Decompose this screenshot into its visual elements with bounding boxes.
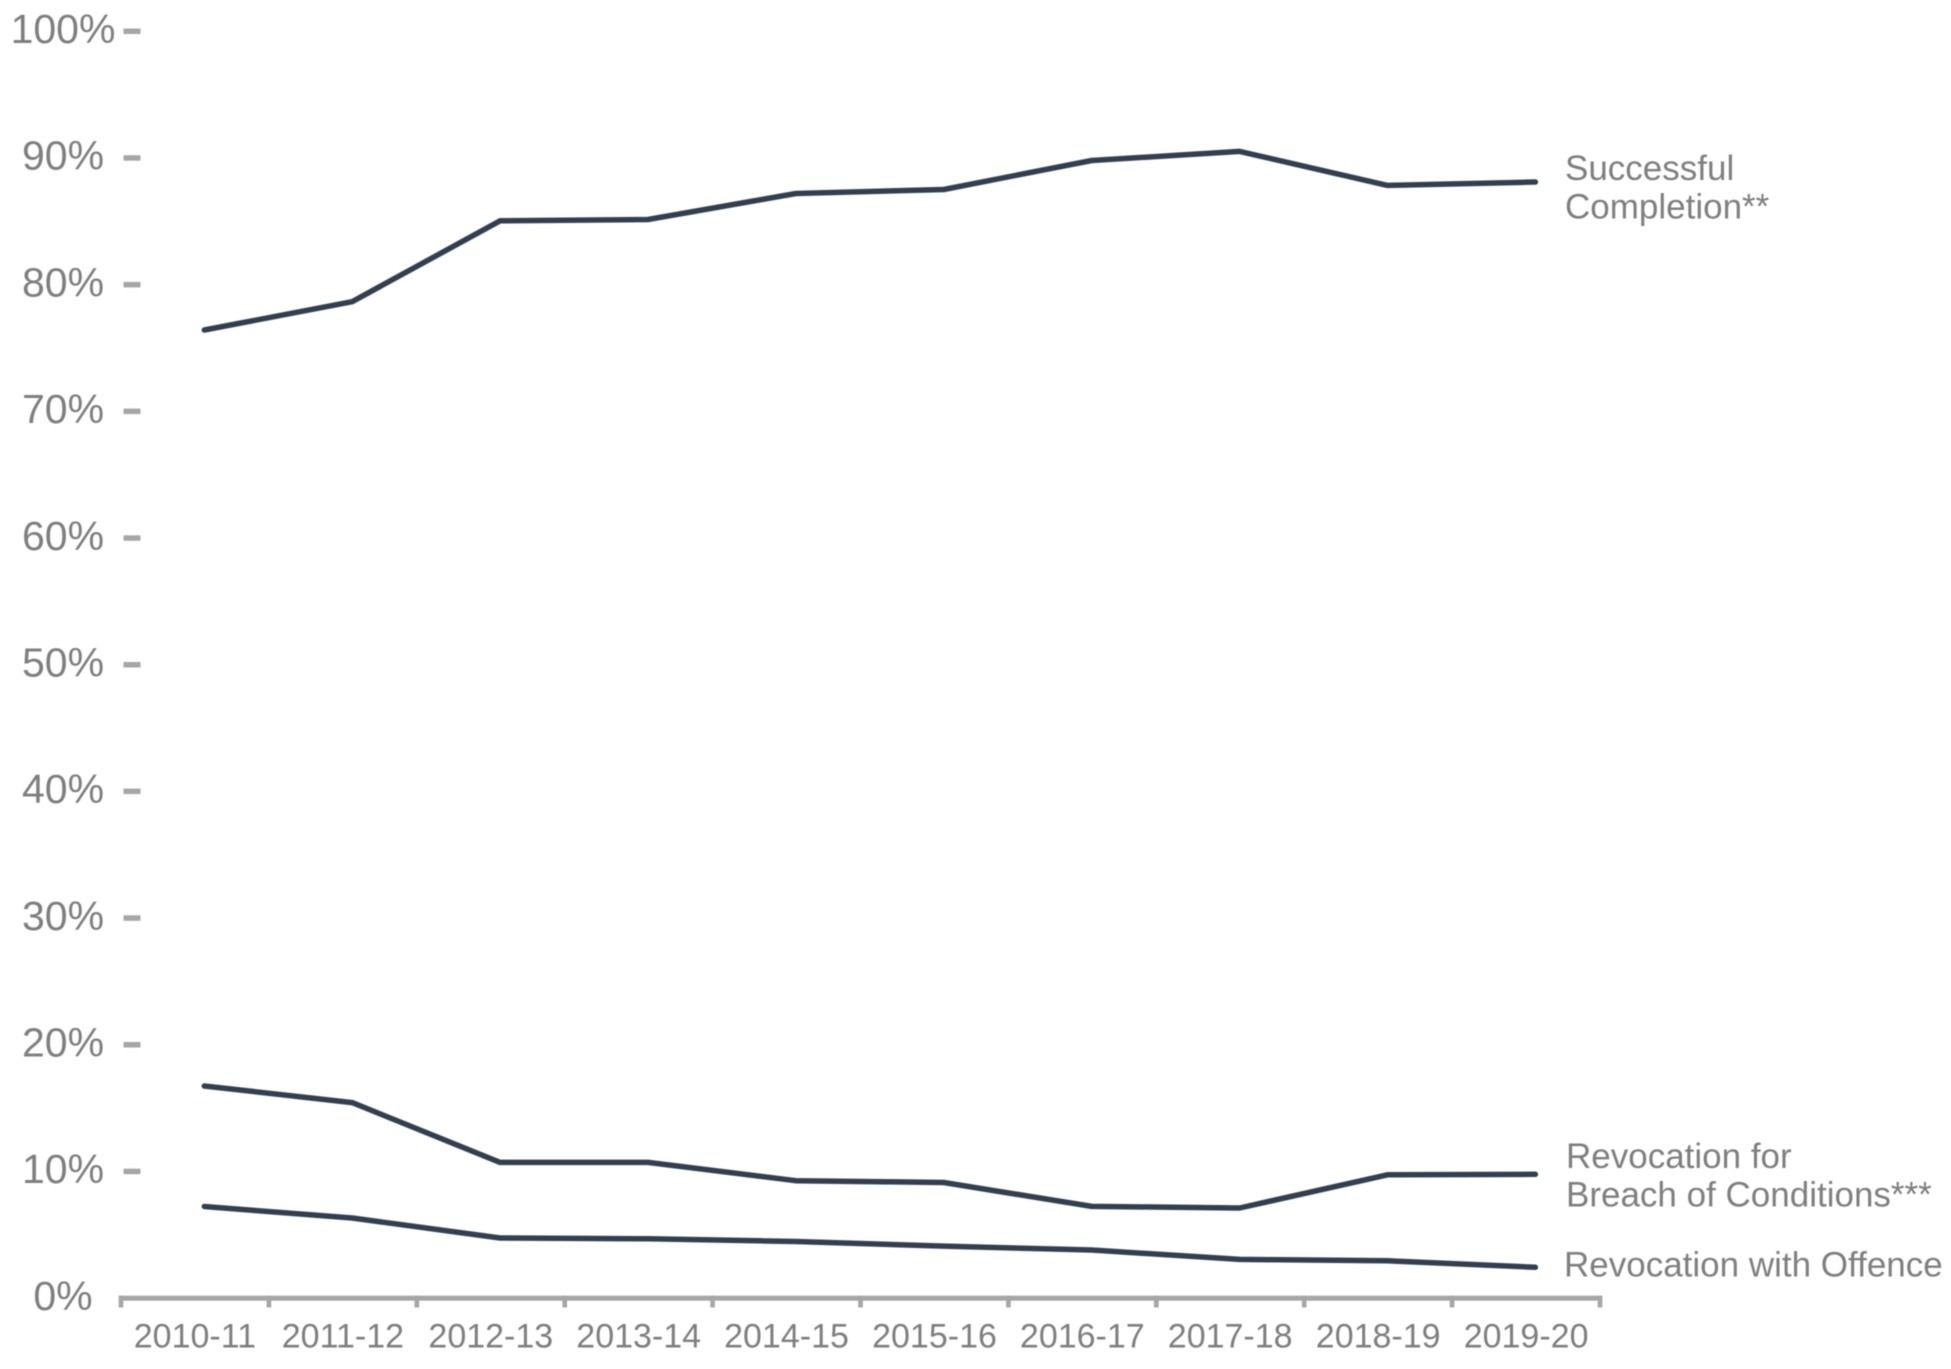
svg-text:50%: 50% xyxy=(22,640,104,686)
svg-text:2016-17: 2016-17 xyxy=(1020,1317,1145,1355)
svg-text:Revocation for: Revocation for xyxy=(1566,1137,1792,1176)
svg-text:2018-19: 2018-19 xyxy=(1316,1317,1441,1355)
svg-text:30%: 30% xyxy=(22,893,104,939)
svg-text:100%: 100% xyxy=(11,6,116,52)
svg-text:Successful: Successful xyxy=(1565,149,1734,188)
svg-text:70%: 70% xyxy=(22,386,104,432)
svg-text:20%: 20% xyxy=(22,1020,104,1066)
svg-text:90%: 90% xyxy=(22,133,104,179)
svg-text:Revocation with Offence: Revocation with Offence xyxy=(1564,1246,1943,1285)
svg-text:0%: 0% xyxy=(33,1273,92,1319)
svg-text:80%: 80% xyxy=(22,259,104,305)
svg-text:2017-18: 2017-18 xyxy=(1168,1317,1293,1355)
svg-text:Completion**: Completion** xyxy=(1565,188,1770,227)
svg-text:Breach of Conditions***: Breach of Conditions*** xyxy=(1566,1176,1932,1215)
svg-text:2012-13: 2012-13 xyxy=(428,1317,553,1355)
svg-text:2015-16: 2015-16 xyxy=(872,1317,997,1355)
svg-text:2013-14: 2013-14 xyxy=(576,1317,701,1355)
svg-text:2010-11: 2010-11 xyxy=(134,1317,256,1355)
svg-text:2014-15: 2014-15 xyxy=(724,1317,849,1355)
svg-text:10%: 10% xyxy=(22,1146,104,1192)
svg-text:40%: 40% xyxy=(22,766,104,812)
svg-text:2011-12: 2011-12 xyxy=(282,1317,404,1355)
svg-text:2019-20: 2019-20 xyxy=(1464,1317,1589,1355)
svg-text:60%: 60% xyxy=(22,513,104,559)
